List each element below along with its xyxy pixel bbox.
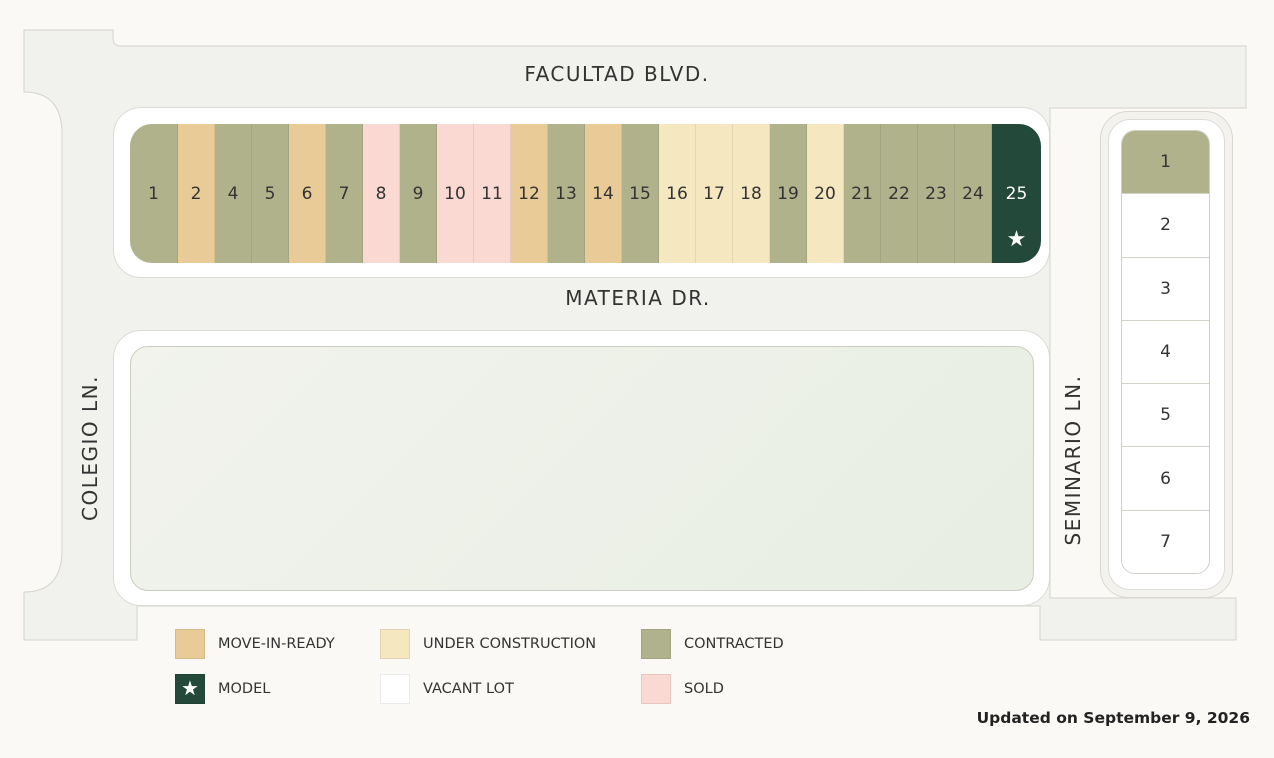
lot-number: 25 bbox=[1005, 183, 1028, 204]
lot-2[interactable]: 2 bbox=[178, 124, 215, 263]
lot-number: 11 bbox=[481, 183, 503, 204]
side-lot-7[interactable]: 7 bbox=[1122, 510, 1209, 573]
lot-number: 23 bbox=[925, 183, 947, 204]
side-lot-5[interactable]: 5 bbox=[1122, 384, 1209, 448]
lot-number: 14 bbox=[592, 183, 614, 204]
legend-swatch bbox=[641, 629, 671, 659]
green-space-area bbox=[130, 346, 1034, 591]
lot-number: 16 bbox=[666, 183, 688, 204]
lot-number: 17 bbox=[703, 183, 725, 204]
lot-11[interactable]: 11 bbox=[474, 124, 511, 263]
lot-25[interactable]: 25 ★ bbox=[992, 124, 1041, 263]
lot-12[interactable]: 12 bbox=[511, 124, 548, 263]
lot-number: 3 bbox=[1160, 278, 1171, 299]
lot-number: 19 bbox=[777, 183, 799, 204]
legend-label: MODEL bbox=[218, 681, 271, 697]
legend-swatch bbox=[641, 674, 671, 704]
lot-number: 5 bbox=[264, 183, 276, 204]
status-legend: MOVE-IN-READY UNDER CONSTRUCTION CONTRACTE… bbox=[175, 629, 815, 709]
lot-16[interactable]: 16 bbox=[659, 124, 696, 263]
legend-item-vacant: VACANT LOT bbox=[380, 674, 641, 705]
lot-19[interactable]: 19 bbox=[770, 124, 807, 263]
lot-number: 20 bbox=[814, 183, 836, 204]
side-lot-2[interactable]: 2 bbox=[1122, 194, 1209, 258]
legend-item-move-in-ready: MOVE-IN-READY bbox=[175, 629, 380, 674]
lot-8[interactable]: 8 bbox=[363, 124, 400, 263]
side-lot-4[interactable]: 4 bbox=[1122, 320, 1209, 385]
lot-number: 13 bbox=[555, 183, 577, 204]
lot-4[interactable]: 4 bbox=[215, 124, 252, 263]
lot-number: 10 bbox=[444, 183, 466, 204]
legend-swatch: ★ bbox=[175, 674, 205, 704]
lot-number: 21 bbox=[851, 183, 873, 204]
lot-1[interactable]: 1 bbox=[130, 124, 178, 263]
lot-7[interactable]: 7 bbox=[326, 124, 363, 263]
lot-21[interactable]: 21 bbox=[844, 124, 881, 263]
legend-label: CONTRACTED bbox=[684, 636, 784, 652]
lot-18[interactable]: 18 bbox=[733, 124, 770, 263]
side-lot-1[interactable]: 1 bbox=[1122, 131, 1209, 195]
lot-number: 24 bbox=[962, 183, 984, 204]
legend-swatch bbox=[380, 674, 410, 704]
street-label-facultad-blvd: FACULTAD BLVD. bbox=[524, 62, 710, 86]
legend-item-model: ★ MODEL bbox=[175, 674, 380, 705]
lot-23[interactable]: 23 bbox=[918, 124, 955, 263]
lot-number: 22 bbox=[888, 183, 910, 204]
lot-number: 7 bbox=[1160, 531, 1171, 552]
lot-10[interactable]: 10 bbox=[437, 124, 474, 263]
legend-swatch bbox=[175, 629, 205, 659]
lot-number: 18 bbox=[740, 183, 762, 204]
lot-number: 5 bbox=[1160, 405, 1171, 426]
lot-15[interactable]: 15 bbox=[622, 124, 659, 263]
lot-number: 4 bbox=[227, 183, 239, 204]
legend-label: MOVE-IN-READY bbox=[218, 636, 335, 652]
star-icon: ★ bbox=[181, 678, 199, 700]
legend-item-sold: SOLD bbox=[641, 674, 815, 705]
lot-number: 6 bbox=[1160, 468, 1171, 489]
updated-date: Updated on September 9, 2026 bbox=[976, 709, 1250, 727]
legend-label: VACANT LOT bbox=[423, 681, 514, 697]
lot-9[interactable]: 9 bbox=[400, 124, 437, 263]
lot-number: 2 bbox=[190, 183, 202, 204]
right-lot-column: 1 2 3 4 5 6 7 bbox=[1121, 130, 1210, 574]
lot-17[interactable]: 17 bbox=[696, 124, 733, 263]
side-lot-6[interactable]: 6 bbox=[1122, 447, 1209, 511]
lot-22[interactable]: 22 bbox=[881, 124, 918, 263]
star-icon: ★ bbox=[1006, 227, 1027, 252]
lot-number: 1 bbox=[148, 183, 159, 204]
legend-item-contracted: CONTRACTED bbox=[641, 629, 815, 674]
top-lot-row: 1 2 4 5 6 7 8 9 10 11 12 13 14 15 16 17 18 19 20 21 22 23 24 25… bbox=[130, 124, 1041, 263]
street-label-colegio-ln: COLEGIO LN. bbox=[78, 375, 102, 521]
lot-20[interactable]: 20 bbox=[807, 124, 844, 263]
lot-number: 4 bbox=[1160, 341, 1171, 362]
street-label-seminario-ln: SEMINARIO LN. bbox=[1061, 374, 1085, 546]
side-lot-3[interactable]: 3 bbox=[1122, 257, 1209, 321]
lot-number: 2 bbox=[1160, 215, 1171, 236]
legend-swatch bbox=[380, 629, 410, 659]
legend-label: UNDER CONSTRUCTION bbox=[423, 636, 597, 652]
lot-6[interactable]: 6 bbox=[289, 124, 326, 263]
lot-14[interactable]: 14 bbox=[585, 124, 622, 263]
lot-number: 9 bbox=[412, 183, 424, 204]
lot-number: 6 bbox=[301, 183, 313, 204]
lot-13[interactable]: 13 bbox=[548, 124, 585, 263]
lot-24[interactable]: 24 bbox=[955, 124, 992, 263]
legend-item-under-construction: UNDER CONSTRUCTION bbox=[380, 629, 641, 674]
lot-number: 15 bbox=[629, 183, 651, 204]
lot-number: 8 bbox=[375, 183, 387, 204]
lot-5[interactable]: 5 bbox=[252, 124, 289, 263]
lot-number: 12 bbox=[518, 183, 540, 204]
street-label-materia-dr: MATERIA DR. bbox=[565, 286, 711, 310]
lot-number: 7 bbox=[338, 183, 350, 204]
legend-label: SOLD bbox=[684, 681, 724, 697]
lot-number: 1 bbox=[1160, 152, 1171, 173]
